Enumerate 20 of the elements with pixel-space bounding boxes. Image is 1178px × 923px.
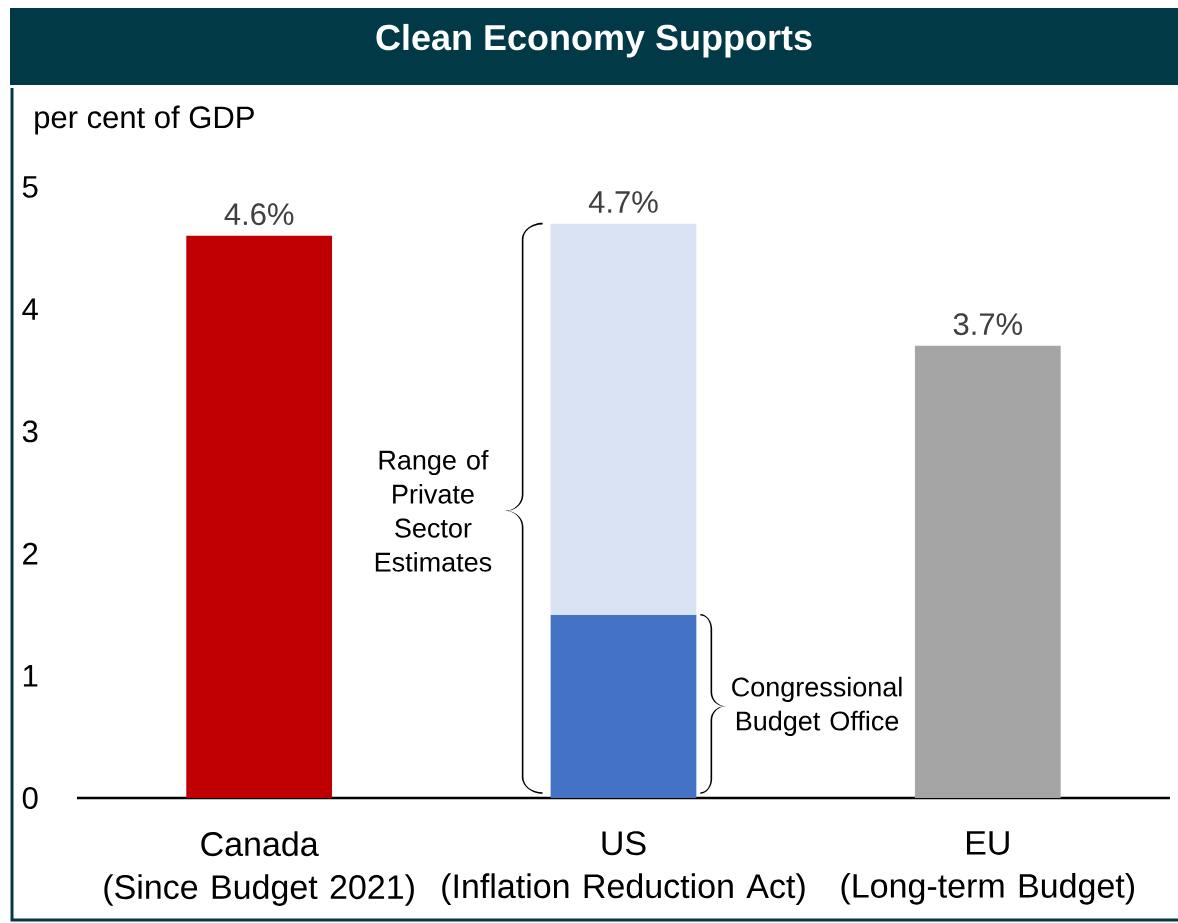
y-tick-label: 1 [23, 665, 38, 687]
annotation: Congressional Budget Office [732, 676, 902, 736]
y-tick-label: 0 [22, 787, 38, 809]
bar [550, 223, 697, 615]
y-axis-title: per cent of GDP [35, 105, 254, 135]
bar [186, 235, 333, 798]
y-tick-label: 3 [22, 420, 38, 443]
total-label: 4.6% [224, 203, 294, 226]
x-tick-label: Canada (Since Budget 2021) [104, 831, 414, 906]
x-tick-label: US (Inflation Reduction Act) [442, 831, 805, 905]
y-tick-label: 4 [22, 298, 38, 320]
total-label: 3.7% [953, 313, 1023, 336]
y-tick-label: 5 [22, 176, 38, 198]
bar [914, 345, 1061, 798]
annotation: Range of Private Sector Estimates [375, 449, 492, 572]
y-tick-label: 2 [23, 542, 38, 565]
bar [550, 614, 697, 798]
chart-title: Clean Economy Supports [376, 23, 812, 58]
total-label: 4.7% [588, 191, 658, 213]
x-tick-label: EU (Long-term Budget) [841, 831, 1134, 905]
